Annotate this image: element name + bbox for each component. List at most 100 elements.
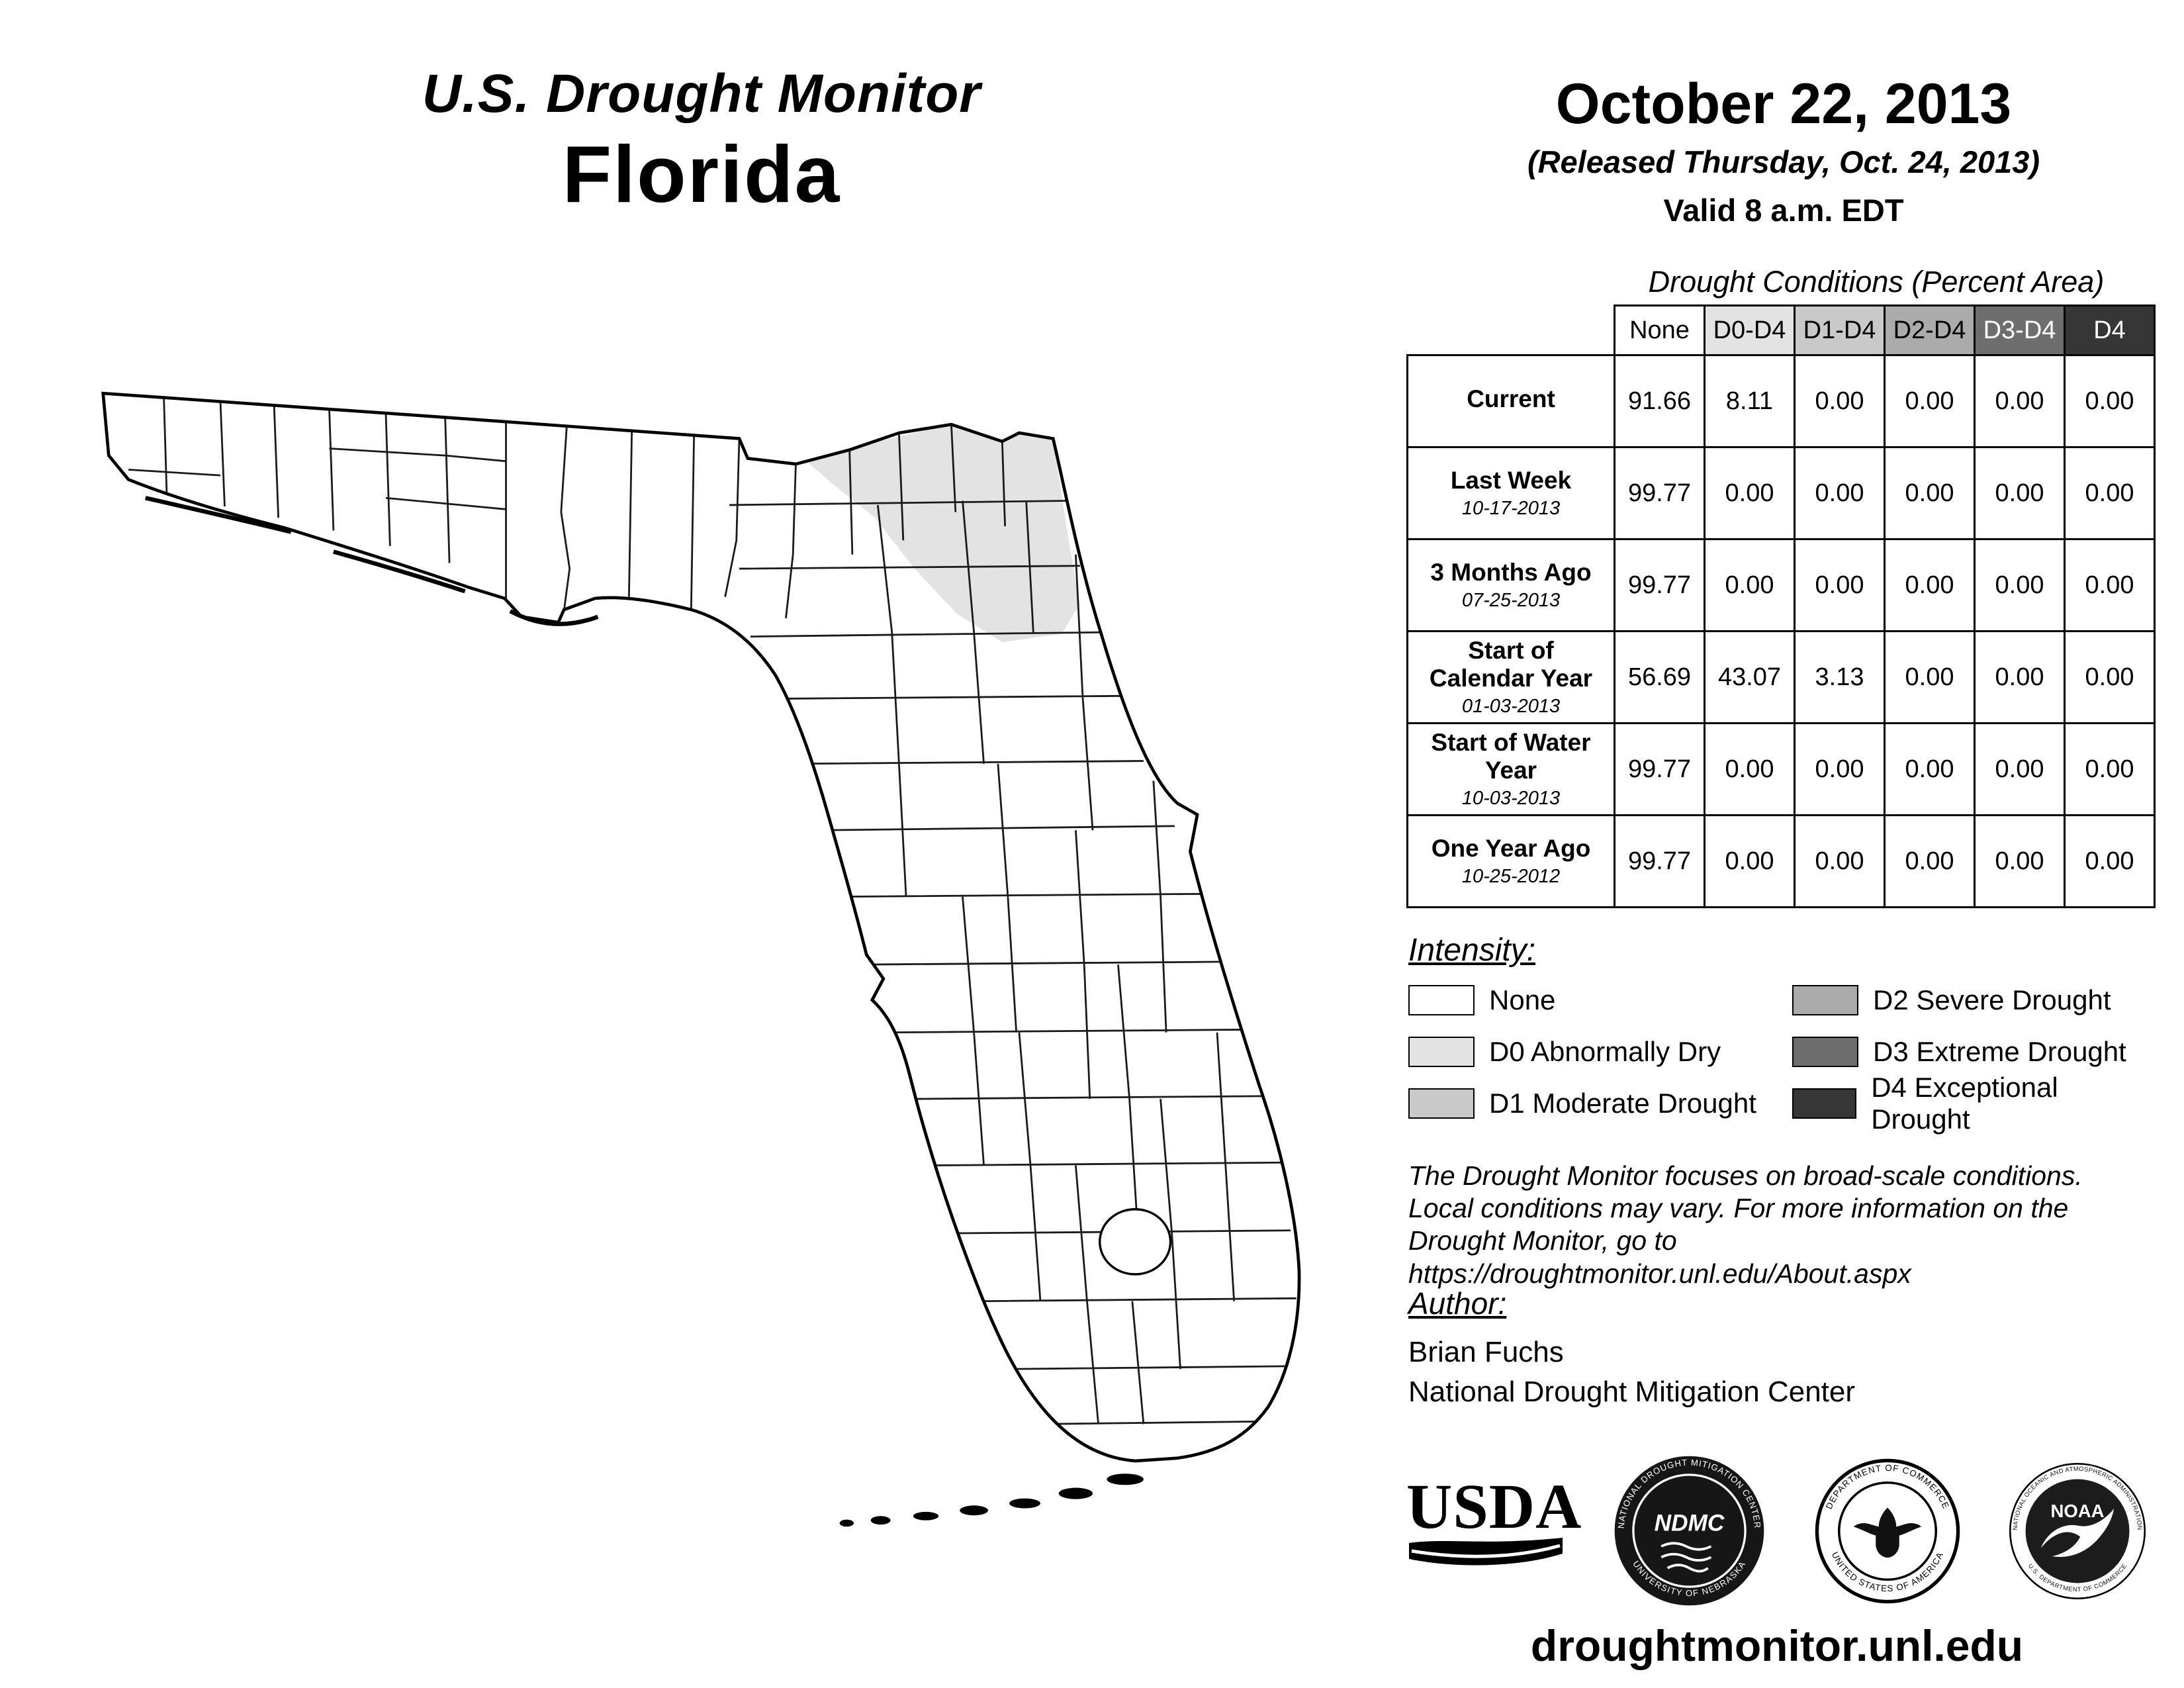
disclaimer-line: Local conditions may vary. For more info…	[1408, 1193, 2069, 1224]
value-cell: 0.00	[1704, 446, 1796, 540]
row-label: Last Week	[1450, 466, 1572, 494]
commerce-eagle-icon	[1853, 1507, 1921, 1558]
commerce-seal-logo: DEPARTMENT OF COMMERCE UNITED STATES OF …	[1815, 1458, 1960, 1603]
disclaimer-text: The Drought Monitor focuses on broad-sca…	[1408, 1160, 2184, 1290]
legend-item-d3: D3 Extreme Drought	[1792, 1035, 2156, 1068]
value-cell: 43.07	[1704, 630, 1796, 724]
value-cell: 0.00	[1884, 446, 1976, 540]
state-fill	[103, 393, 1300, 1461]
legend-label: D4 Exceptional Drought	[1871, 1072, 2058, 1135]
legend-item-d1: D1 Moderate Drought	[1408, 1087, 1756, 1120]
disclaimer-line: The Drought Monitor focuses on broad-sca…	[1408, 1160, 2083, 1191]
col-header-d0d4: D0-D4	[1704, 305, 1796, 356]
table-row-start-calendar-year: Start of Calendar Year 01-03-2013 56.69 4…	[1406, 630, 2156, 724]
author-organization: National Drought Mitigation Center	[1408, 1376, 1856, 1408]
value-cell: 0.00	[2064, 722, 2156, 816]
value-cell: 0.00	[1974, 446, 2066, 540]
legend-label: D3 Extreme Drought	[1873, 1036, 2126, 1067]
value-cell: 0.00	[1794, 446, 1886, 540]
legend-swatch-d3	[1792, 1037, 1858, 1067]
value-cell: 0.00	[1704, 722, 1796, 816]
table-row-last-week: Last Week 10-17-2013 99.77 0.00 0.00 0.00…	[1406, 446, 2156, 540]
disclaimer-line: Drought Monitor, go to https://droughtmo…	[1408, 1225, 1911, 1289]
row-label: 3 Months Ago	[1430, 558, 1592, 586]
row-date: 07-25-2013	[1461, 590, 1561, 612]
legend-swatch-d1	[1408, 1088, 1475, 1119]
legend-label: D1 Moderate Drought	[1489, 1088, 1756, 1119]
usda-logo: USDA	[1406, 1470, 1582, 1583]
value-cell: 0.00	[2064, 538, 2156, 632]
state-outline	[101, 391, 1301, 1463]
map-date: October 22, 2013	[1555, 72, 2012, 136]
value-cell: 56.69	[1614, 630, 1706, 724]
author-name: Brian Fuchs	[1408, 1336, 1564, 1368]
author-heading: Author:	[1408, 1286, 1507, 1321]
noaa-bird-icon	[2040, 1508, 2115, 1557]
usda-wordmark: USDA	[1406, 1470, 1582, 1542]
barrier-islands	[145, 496, 599, 626]
col-header-d3d4: D3-D4	[1974, 305, 2066, 356]
ndmc-wordmark: NDMC	[1655, 1511, 1725, 1536]
row-date: 10-03-2013	[1461, 787, 1561, 809]
legend-swatch-d4	[1792, 1088, 1857, 1119]
table-corner-cell	[1408, 306, 1615, 355]
value-cell: 99.77	[1614, 722, 1706, 816]
col-header-d1d4: D1-D4	[1794, 305, 1886, 356]
florida-keys	[839, 1474, 1144, 1527]
value-cell: 99.77	[1614, 814, 1706, 908]
row-label: Start of Calendar Year	[1429, 637, 1593, 692]
legend-swatch-none	[1408, 985, 1475, 1015]
value-cell: 0.00	[2064, 630, 2156, 724]
date-block: October 22, 2013 (Released Thursday, Oct…	[1390, 71, 2177, 228]
legend-swatch-d2	[1792, 985, 1858, 1015]
value-cell: 0.00	[1884, 538, 1976, 632]
value-cell: 3.13	[1794, 630, 1886, 724]
legend-label: None	[1489, 984, 1556, 1015]
value-cell: 0.00	[1974, 354, 2066, 448]
col-header-d2d4: D2-D4	[1884, 305, 1976, 356]
value-cell: 99.77	[1614, 538, 1706, 632]
value-cell: 0.00	[1974, 630, 2066, 724]
logo-row: USDA NATIONAL DROUGHT MITIGATION CENTER …	[1406, 1450, 2148, 1612]
value-cell: 0.00	[1974, 722, 2066, 816]
row-date: 10-25-2012	[1461, 866, 1561, 888]
table-row-3-months-ago: 3 Months Ago 07-25-2013 99.77 0.00 0.00 0…	[1406, 538, 2156, 632]
table-row-current: Current 91.66 8.11 0.00 0.00 0.00 0.00	[1406, 354, 2156, 448]
ndmc-logo: NATIONAL DROUGHT MITIGATION CENTER UNIVE…	[1615, 1456, 1764, 1606]
value-cell: 99.77	[1614, 446, 1706, 540]
value-cell: 8.11	[1704, 354, 1796, 448]
report-title: U.S. Drought Monitor	[422, 64, 981, 124]
value-cell: 0.00	[1974, 814, 2066, 908]
value-cell: 0.00	[2064, 446, 2156, 540]
intensity-legend: None D0 Abnormally Dry D1 Moderate Droug…	[1408, 984, 2156, 1143]
usda-swoosh-icon	[1409, 1538, 1563, 1566]
table-row-one-year-ago: One Year Ago 10-25-2012 99.77 0.00 0.00 0…	[1406, 814, 2156, 908]
value-cell: 0.00	[1884, 630, 1976, 724]
value-cell: 0.00	[1704, 814, 1796, 908]
value-cell: 0.00	[1884, 354, 1976, 448]
value-cell: 0.00	[1794, 538, 1886, 632]
d0-region	[799, 424, 1080, 643]
noaa-wordmark: NOAA	[2050, 1500, 2104, 1521]
ndmc-waves-icon	[1661, 1542, 1712, 1573]
col-header-d4: D4	[2064, 305, 2156, 356]
value-cell: 0.00	[1884, 814, 1976, 908]
table-header-row: None D0-D4 D1-D4 D2-D4 D3-D4 D4	[1408, 305, 2156, 356]
county-lines	[128, 397, 1297, 1425]
table-title: Drought Conditions (Percent Area)	[1648, 265, 2105, 299]
released-date: (Released Thursday, Oct. 24, 2013)	[1527, 144, 2040, 179]
table-row-start-water-year: Start of Water Year 10-03-2013 99.77 0.00…	[1406, 722, 2156, 816]
intensity-heading: Intensity:	[1408, 933, 1536, 968]
value-cell: 0.00	[1794, 814, 1886, 908]
value-cell: 0.00	[2064, 814, 2156, 908]
row-date: 01-03-2013	[1461, 695, 1561, 717]
legend-item-d0: D0 Abnormally Dry	[1408, 1035, 1756, 1068]
legend-swatch-d0	[1408, 1037, 1475, 1067]
noaa-logo: NATIONAL OCEANIC AND ATMOSPHERIC ADMINIS…	[2009, 1462, 2146, 1599]
lake-okeechobee	[1099, 1208, 1172, 1276]
valid-time: Valid 8 a.m. EDT	[1663, 193, 1904, 228]
drought-conditions-table: None D0-D4 D1-D4 D2-D4 D3-D4 D4 Current …	[1406, 305, 2156, 908]
row-date: 10-17-2013	[1461, 498, 1561, 520]
col-header-none: None	[1614, 305, 1706, 356]
legend-item-d2: D2 Severe Drought	[1792, 984, 2156, 1017]
